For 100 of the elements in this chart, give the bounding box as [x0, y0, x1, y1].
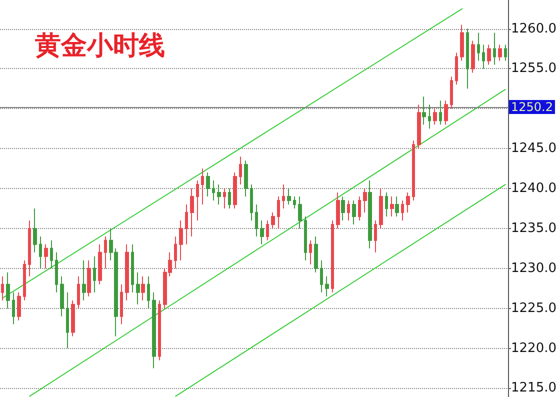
- candlestick: [39, 236, 42, 269]
- candlestick: [401, 200, 404, 221]
- candlestick: [271, 212, 275, 229]
- candlestick: [287, 188, 291, 205]
- candlestick: [412, 140, 415, 201]
- ref-line-label: 1250.2: [511, 100, 553, 114]
- y-tick-label: 1260.0: [511, 21, 556, 36]
- candlestick: [87, 260, 91, 297]
- candlestick: [77, 276, 80, 309]
- candlestick: [347, 200, 350, 221]
- candlestick: [23, 260, 26, 301]
- candlestick: [433, 108, 437, 126]
- candlestick: [282, 184, 285, 209]
- candlestick: [309, 240, 312, 265]
- candlestick: [422, 96, 426, 126]
- candlestick: [417, 104, 421, 150]
- candlestick: [152, 292, 156, 369]
- candlestick: [147, 276, 150, 309]
- candlestick: [277, 196, 280, 229]
- candlestick: [487, 44, 491, 66]
- y-tick-label: 1245.0: [511, 141, 556, 156]
- candlestick: [460, 24, 464, 62]
- candlestick: [33, 208, 37, 253]
- candlestick: [44, 244, 48, 269]
- candlestick: [255, 204, 258, 237]
- candlestick: [120, 284, 123, 325]
- candlestick: [406, 192, 410, 213]
- candlestick: [304, 216, 307, 261]
- candlestick: [217, 184, 221, 205]
- candlestick: [504, 44, 507, 62]
- candlestick: [212, 180, 215, 201]
- y-tick-label: 1225.0: [511, 300, 556, 316]
- candlestick: [28, 220, 31, 277]
- candlestick: [223, 188, 226, 209]
- candlestick: [190, 188, 194, 237]
- candlestick: [293, 196, 296, 209]
- candlestick: [104, 236, 107, 269]
- text: 黄金小时线: [34, 31, 165, 61]
- candlestick: [131, 244, 134, 293]
- candlestick: [390, 196, 394, 217]
- candlestick: [17, 292, 21, 321]
- candlestick: [331, 220, 334, 293]
- candlestick: [239, 156, 242, 186]
- candlestick: [201, 168, 204, 205]
- candlestick: [379, 188, 383, 229]
- candlestick: [98, 244, 102, 285]
- candlestick: [82, 260, 86, 301]
- candlestick: [125, 244, 129, 301]
- candlestick: [320, 260, 323, 293]
- candlestick: [336, 192, 340, 229]
- candlestick: [450, 76, 453, 110]
- candlestick: [395, 196, 399, 217]
- candlestick: [482, 44, 485, 70]
- candlestick: [266, 220, 269, 241]
- candlestick: [250, 184, 253, 221]
- candlestick: [341, 196, 345, 221]
- candlestick: [358, 196, 361, 221]
- candlestick: [477, 32, 480, 62]
- y-tick-label: 1255.0: [511, 61, 556, 76]
- candlestick: [185, 204, 188, 245]
- candlestick: [71, 300, 75, 337]
- candlestick: [158, 300, 161, 361]
- candlestick: [374, 220, 377, 253]
- candlestick: [196, 180, 199, 221]
- candlestick: [1, 276, 4, 301]
- candlestick: [444, 100, 448, 126]
- candlestick: [260, 220, 264, 245]
- candlestick: [179, 220, 183, 261]
- candlestick: [368, 180, 372, 249]
- candlestick: [363, 188, 367, 213]
- candlestick: [233, 172, 237, 209]
- y-tick-label: 1230.0: [511, 260, 556, 276]
- y-tick-label: 1220.0: [511, 340, 556, 356]
- candlestick: [50, 240, 53, 269]
- candlestick: [55, 252, 58, 293]
- candlestick: [141, 276, 145, 301]
- candlestick: [6, 272, 10, 309]
- candlestick: [471, 40, 475, 74]
- candlestick: [498, 44, 502, 62]
- candlestick: [385, 192, 388, 217]
- candlestick: [174, 236, 177, 269]
- candlestick: [439, 100, 442, 126]
- candlestick: [136, 272, 140, 305]
- candlestick: [12, 292, 15, 325]
- y-tick-label: 1240.0: [511, 181, 556, 196]
- candlestick: [60, 276, 64, 317]
- candlestick: [455, 52, 458, 86]
- candlestick: [466, 28, 469, 90]
- candlestick: [66, 292, 69, 349]
- candlestick: [244, 160, 248, 198]
- candlestick: [325, 276, 329, 297]
- candlestick: [206, 172, 210, 198]
- candlestick: [228, 188, 231, 209]
- candlestick: [314, 236, 318, 273]
- candlestick: [428, 104, 431, 130]
- y-tick-label: 1215.0: [511, 380, 556, 396]
- y-tick-label: 1235.0: [511, 220, 556, 236]
- candlestick: [493, 32, 496, 66]
- candlestick: [352, 200, 356, 225]
- candlestick: [93, 256, 96, 293]
